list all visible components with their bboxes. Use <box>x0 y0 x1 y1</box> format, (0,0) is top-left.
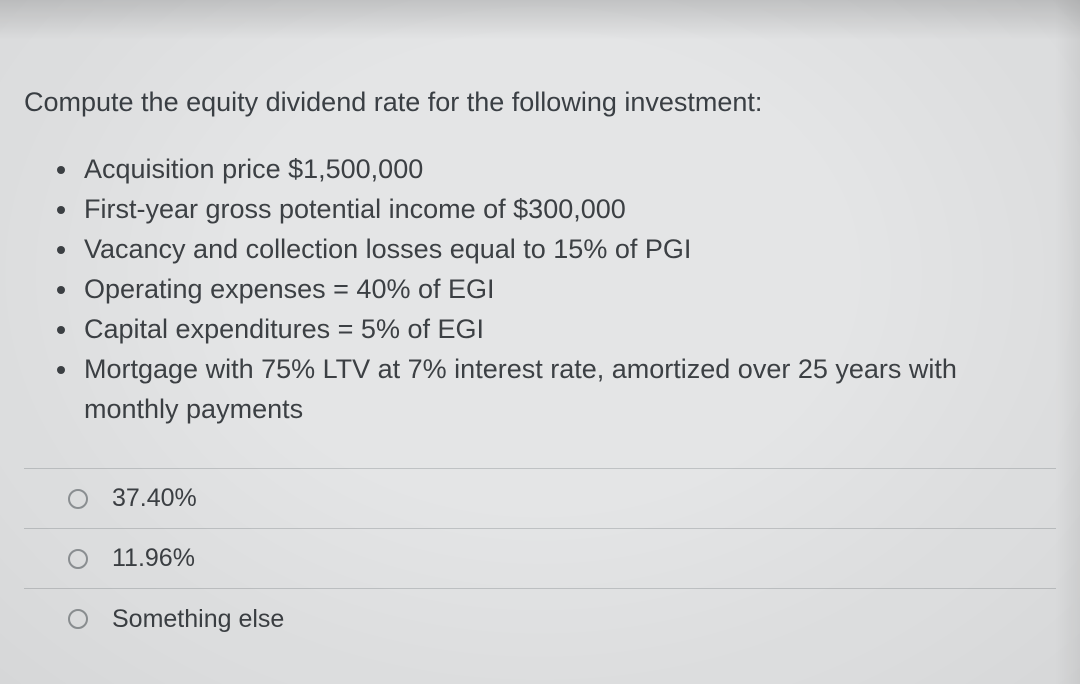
list-item: Vacancy and collection losses equal to 1… <box>80 230 1056 270</box>
question-prompt: Compute the equity dividend rate for the… <box>24 84 1056 120</box>
answer-options: 37.40% 11.96% Something else <box>24 468 1056 649</box>
answer-option[interactable]: 37.40% <box>24 469 1056 529</box>
answer-option-label: 37.40% <box>112 484 197 513</box>
radio-icon[interactable] <box>68 609 88 629</box>
radio-icon[interactable] <box>68 549 88 569</box>
radio-icon[interactable] <box>68 489 88 509</box>
question-block: Compute the equity dividend rate for the… <box>24 84 1056 649</box>
answer-option-label: Something else <box>112 605 284 634</box>
list-item: Mortgage with 75% LTV at 7% interest rat… <box>80 350 1056 430</box>
question-facts-list: Acquisition price $1,500,000 First-year … <box>24 150 1056 430</box>
answer-option-label: 11.96% <box>112 544 195 573</box>
answer-option[interactable]: Something else <box>24 589 1056 649</box>
list-item: Capital expenditures = 5% of EGI <box>80 310 1056 350</box>
list-item: Acquisition price $1,500,000 <box>80 150 1056 190</box>
list-item: First-year gross potential income of $30… <box>80 190 1056 230</box>
list-item: Operating expenses = 40% of EGI <box>80 270 1056 310</box>
answer-option[interactable]: 11.96% <box>24 529 1056 589</box>
